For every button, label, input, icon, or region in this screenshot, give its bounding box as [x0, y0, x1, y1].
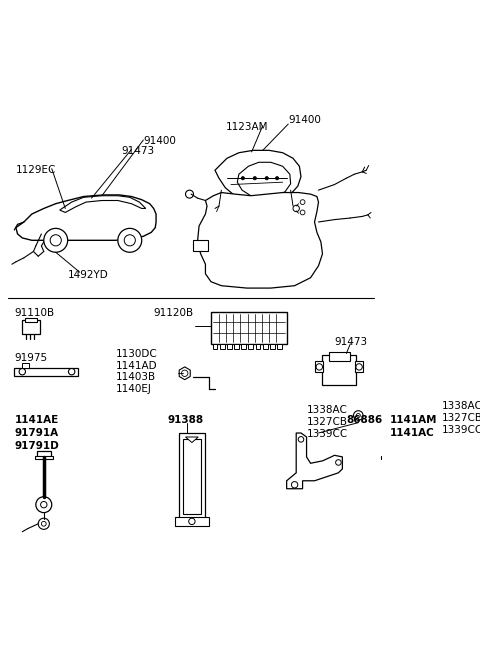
Circle shape: [300, 200, 305, 204]
Circle shape: [241, 177, 244, 179]
Circle shape: [36, 496, 52, 513]
Bar: [270, 344, 275, 348]
Circle shape: [291, 481, 298, 488]
Text: 1327CB: 1327CB: [442, 413, 480, 423]
Text: 1338AC: 1338AC: [442, 401, 480, 411]
Circle shape: [356, 364, 362, 370]
Text: 1141AD: 1141AD: [116, 360, 157, 371]
Text: 91400: 91400: [144, 136, 176, 146]
Circle shape: [38, 518, 49, 529]
Bar: [179, 433, 204, 521]
Circle shape: [354, 411, 363, 421]
Text: 91400: 91400: [288, 115, 321, 124]
Bar: [263, 344, 267, 348]
Circle shape: [276, 177, 279, 179]
Text: 91473: 91473: [335, 337, 368, 347]
Polygon shape: [16, 195, 156, 240]
Bar: [241, 344, 246, 348]
Text: 91388: 91388: [167, 415, 204, 426]
Circle shape: [124, 234, 135, 246]
Circle shape: [181, 370, 188, 377]
Text: 1129EC: 1129EC: [16, 166, 56, 176]
Circle shape: [50, 234, 61, 246]
Polygon shape: [215, 151, 301, 202]
Text: 91473: 91473: [121, 146, 154, 157]
Bar: [213, 344, 217, 348]
Circle shape: [316, 364, 323, 370]
Bar: [22, 363, 29, 367]
Circle shape: [41, 502, 47, 508]
Circle shape: [253, 177, 256, 179]
Circle shape: [356, 413, 360, 417]
Circle shape: [41, 521, 46, 526]
Text: 91975: 91975: [14, 354, 48, 364]
Circle shape: [298, 437, 304, 442]
Text: 86886: 86886: [347, 415, 383, 426]
Text: 1130DC: 1130DC: [116, 348, 157, 358]
Bar: [383, 451, 397, 458]
Text: 1123AM: 1123AM: [225, 122, 268, 132]
Bar: [22, 320, 40, 334]
Polygon shape: [60, 196, 146, 212]
Circle shape: [383, 491, 397, 506]
Bar: [227, 344, 232, 348]
Bar: [24, 318, 37, 322]
Text: 1141AC: 1141AC: [390, 428, 435, 438]
Circle shape: [19, 369, 25, 375]
Polygon shape: [237, 162, 290, 198]
Bar: [255, 344, 260, 348]
Circle shape: [387, 495, 393, 502]
Circle shape: [186, 190, 193, 198]
Bar: [355, 362, 363, 373]
Polygon shape: [179, 367, 190, 380]
Polygon shape: [186, 437, 198, 443]
Text: 1140EJ: 1140EJ: [116, 384, 151, 394]
Bar: [249, 344, 253, 348]
Text: 1141AM: 1141AM: [390, 415, 438, 426]
Bar: [175, 517, 209, 526]
Circle shape: [434, 409, 438, 413]
Bar: [183, 440, 201, 514]
Bar: [220, 344, 225, 348]
Text: 91120B: 91120B: [153, 308, 193, 318]
Bar: [277, 344, 282, 348]
Circle shape: [118, 229, 142, 252]
Text: 11403B: 11403B: [116, 373, 156, 383]
Text: 1141AE: 1141AE: [14, 415, 59, 426]
Polygon shape: [197, 193, 323, 288]
Bar: [36, 451, 51, 458]
Text: 1327CB: 1327CB: [307, 417, 348, 427]
Circle shape: [44, 229, 68, 252]
Circle shape: [189, 518, 195, 525]
Text: 1338AC: 1338AC: [307, 405, 348, 415]
Bar: [315, 362, 323, 373]
Bar: [234, 344, 239, 348]
Circle shape: [432, 406, 441, 415]
Text: 1492YD: 1492YD: [68, 270, 108, 280]
Bar: [211, 312, 287, 344]
Text: 91791A: 91791A: [14, 428, 59, 438]
Circle shape: [265, 177, 268, 179]
Circle shape: [69, 369, 75, 375]
Polygon shape: [287, 433, 342, 489]
Text: 91791D: 91791D: [14, 441, 59, 451]
Bar: [193, 240, 208, 252]
Bar: [329, 352, 349, 362]
Bar: [35, 456, 52, 459]
Circle shape: [293, 205, 300, 212]
Text: 1339CC: 1339CC: [442, 425, 480, 435]
Bar: [382, 456, 399, 459]
Bar: [14, 367, 78, 376]
Circle shape: [300, 210, 305, 215]
Circle shape: [336, 460, 341, 465]
Text: 1339CC: 1339CC: [307, 429, 348, 439]
Text: 91110B: 91110B: [14, 308, 54, 318]
Bar: [323, 355, 356, 385]
